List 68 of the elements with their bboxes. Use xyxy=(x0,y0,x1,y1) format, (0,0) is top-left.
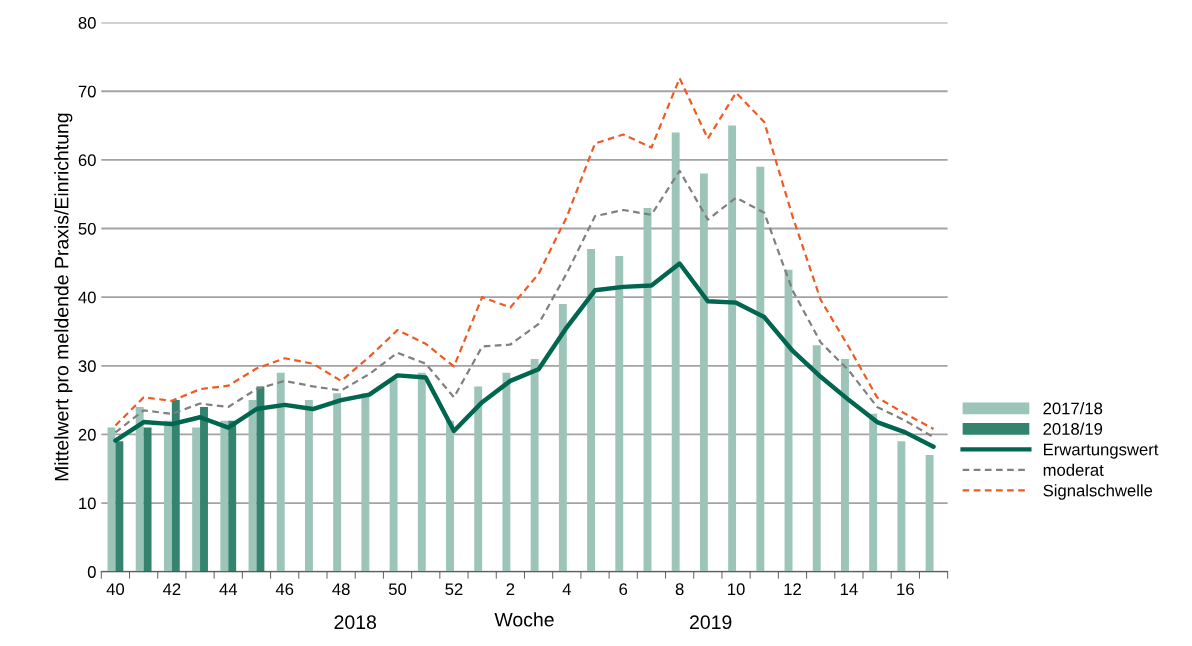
text: 2019 xyxy=(690,615,732,630)
bar xyxy=(925,455,934,572)
bar xyxy=(228,420,237,572)
y-axis-title: Mittelwert pro meldende Praxis/Einrichtung xyxy=(54,113,73,481)
bar xyxy=(171,400,180,572)
bar xyxy=(728,125,737,572)
x-tick-label: 12 xyxy=(784,583,801,595)
x-tick-label: 44 xyxy=(219,583,238,595)
y-tick-label: 20 xyxy=(78,428,96,441)
bar xyxy=(361,393,370,572)
bar xyxy=(587,249,596,572)
legend-label: Erwartungswert xyxy=(1044,443,1159,459)
legend-label: 2017/18 xyxy=(1043,402,1103,415)
bar xyxy=(115,441,124,572)
x-tick-label: 8 xyxy=(675,583,684,596)
x-tick-label: 10 xyxy=(728,583,745,596)
bar xyxy=(333,393,342,572)
y-tick-label: 70 xyxy=(78,85,96,98)
bar xyxy=(841,358,849,572)
bar xyxy=(671,132,680,572)
y-tick-label: 60 xyxy=(78,154,96,167)
legend-label: moderat xyxy=(1043,463,1104,476)
x-tick-label: 6 xyxy=(619,583,628,596)
bar xyxy=(446,420,454,572)
text: 2018 xyxy=(334,615,376,630)
y-tick-label: 0 xyxy=(87,566,96,578)
bar xyxy=(558,304,567,572)
bar xyxy=(756,166,765,572)
x-tick-label: 42 xyxy=(162,583,181,595)
bar xyxy=(305,400,313,572)
x-tick-label: 52 xyxy=(445,583,463,596)
bar xyxy=(192,427,201,572)
y-tick-label: 40 xyxy=(78,291,96,304)
legend-label: 2018/19 xyxy=(1043,422,1103,435)
x-tick-label: 14 xyxy=(840,583,858,595)
bar xyxy=(163,420,172,572)
y-tick-label: 30 xyxy=(78,360,96,372)
y-tick-label: 10 xyxy=(79,497,96,510)
bar xyxy=(135,406,144,572)
bar xyxy=(502,372,511,572)
bar xyxy=(812,345,821,572)
x-tick-label: 16 xyxy=(897,583,914,596)
x-tick-label: 40 xyxy=(106,583,125,596)
bar xyxy=(699,173,708,572)
x-tick-label: 46 xyxy=(275,583,294,596)
bar xyxy=(200,406,208,572)
bar xyxy=(220,420,229,572)
line-series xyxy=(113,261,936,450)
bar xyxy=(869,413,878,572)
x-tick-label: 4 xyxy=(562,583,571,595)
bar xyxy=(417,372,426,572)
bar xyxy=(276,372,285,572)
bar xyxy=(143,427,152,572)
bar xyxy=(256,386,265,572)
x-tick-label: 48 xyxy=(332,583,350,596)
bar xyxy=(389,379,398,572)
bar xyxy=(615,255,624,572)
bar xyxy=(897,441,906,572)
y-tick-label: 80 xyxy=(78,17,96,29)
x-tick-label: 2 xyxy=(506,583,515,595)
bar xyxy=(474,386,483,572)
line-series xyxy=(114,169,935,439)
legend-label: Signalschwelle xyxy=(1043,484,1153,500)
bar xyxy=(530,358,539,572)
x-axis-title: Woche xyxy=(494,612,554,627)
y-tick-label: 50 xyxy=(78,222,96,235)
x-tick-label: 50 xyxy=(388,583,407,596)
line-series xyxy=(114,77,935,431)
